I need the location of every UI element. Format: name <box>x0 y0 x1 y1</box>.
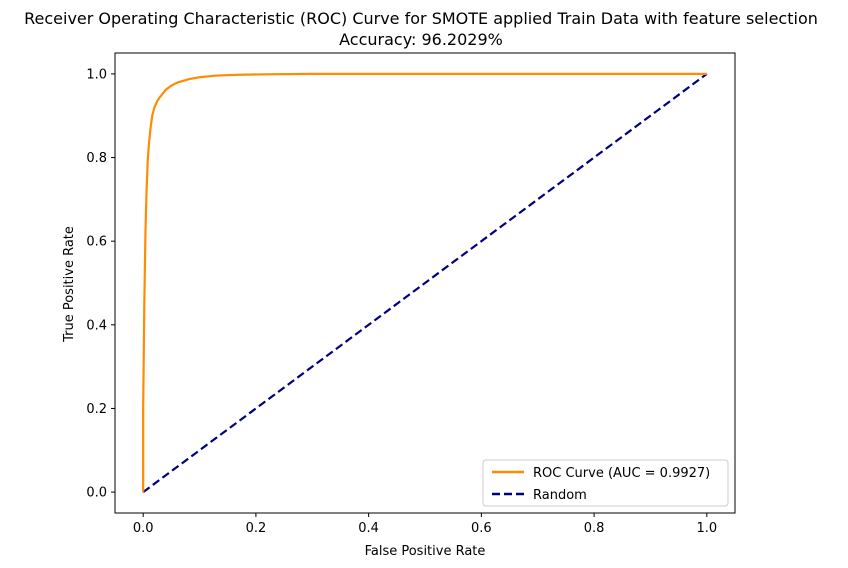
legend: ROC Curve (AUC = 0.9927) Random <box>482 459 729 507</box>
roc-curve-line <box>142 72 707 493</box>
x-tick-label: 0.0 <box>133 521 154 536</box>
x-tick-label: 0.6 <box>471 521 492 536</box>
x-tick-label: 0.2 <box>246 521 267 536</box>
legend-box <box>482 459 729 507</box>
y-tick-label: 0.0 <box>86 486 107 501</box>
legend-label-roc: ROC Curve (AUC = 0.9927) <box>533 466 710 481</box>
y-tick-label: 0.2 <box>86 402 107 417</box>
y-axis-label: True Positive Rate <box>62 226 77 343</box>
y-tick-label: 0.4 <box>86 318 107 333</box>
y-tick-label: 0.6 <box>86 235 107 250</box>
x-tick-label: 1.0 <box>696 521 717 536</box>
y-tick-label: 0.8 <box>86 151 107 166</box>
chart-subtitle: Accuracy: 96.2029% <box>339 30 503 49</box>
plot-frame <box>114 52 736 514</box>
legend-label-random: Random <box>533 488 587 503</box>
x-tick-label: 0.8 <box>584 521 605 536</box>
y-tick-label: 1.0 <box>86 67 107 82</box>
x-tick-label: 0.4 <box>358 521 379 536</box>
x-axis-label: False Positive Rate <box>365 544 486 559</box>
random-baseline-line <box>142 73 708 493</box>
chart-title: Receiver Operating Characteristic (ROC) … <box>24 9 818 28</box>
